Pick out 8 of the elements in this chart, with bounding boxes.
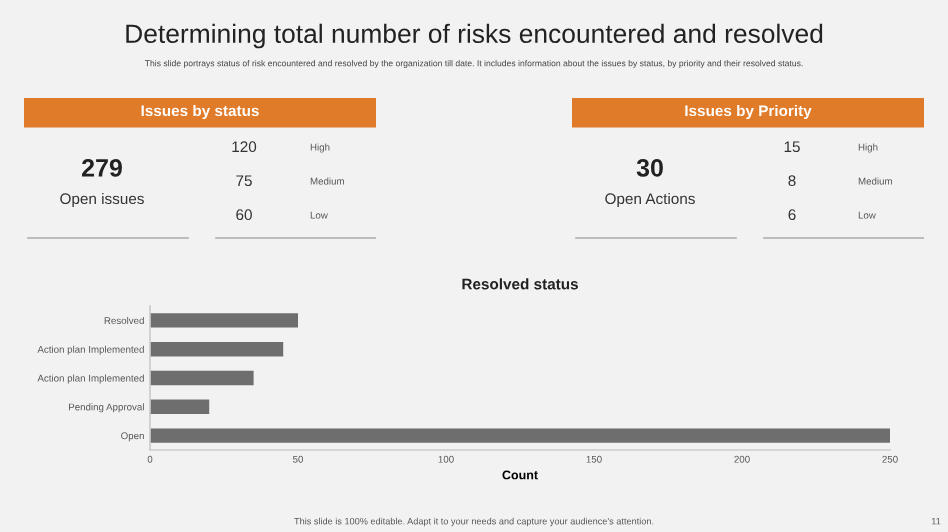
bar [150,399,210,414]
bar [150,342,284,357]
text: 279 [82,159,122,177]
text: 30 [636,159,663,177]
bar [150,313,298,328]
bar [150,370,254,386]
bar [150,428,890,443]
text: Determining total number of risks encountered and resolved [126,23,823,49]
